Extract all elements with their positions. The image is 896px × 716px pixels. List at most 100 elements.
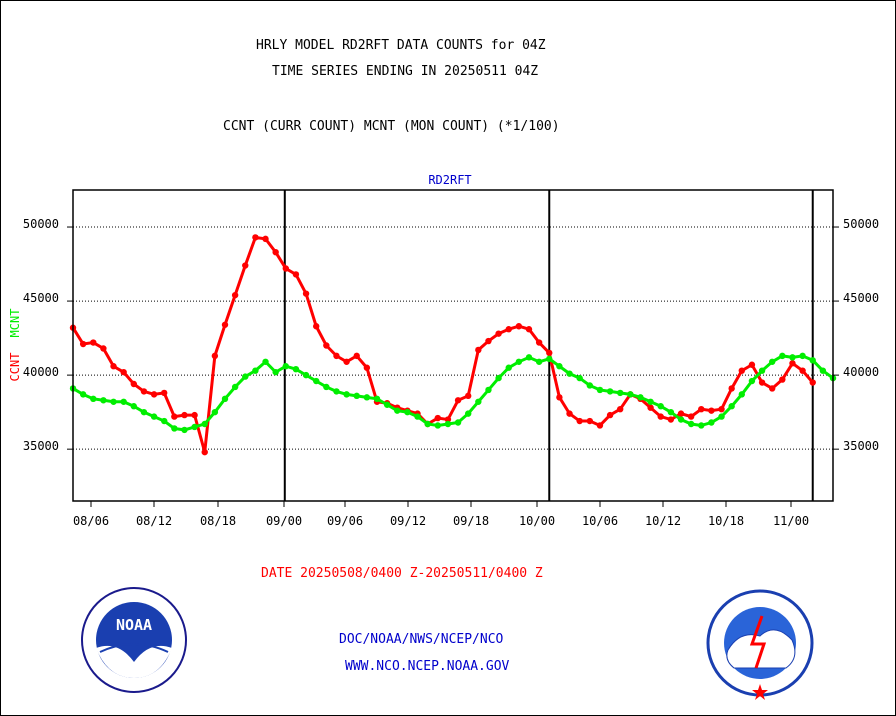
ylabel-ccnt: CCNT [8, 353, 22, 382]
data-point-ccnt [738, 367, 745, 374]
data-point-mcnt [383, 401, 391, 408]
ytick-label-left: 45000 [23, 291, 59, 305]
data-point-ccnt [718, 405, 725, 413]
data-point-mcnt [242, 373, 249, 380]
noaa-logo: NOAA [81, 587, 187, 693]
data-point-mcnt [687, 420, 695, 428]
data-point-mcnt [586, 382, 593, 389]
data-point-ccnt [748, 361, 756, 368]
xtick-label: 10/06 [582, 514, 618, 528]
data-point-ccnt [465, 392, 472, 400]
data-point-mcnt [535, 358, 543, 365]
data-point-ccnt [505, 326, 512, 333]
ylabel-mcnt: MCNT [8, 309, 22, 338]
data-point-mcnt [313, 377, 320, 385]
data-point-mcnt [515, 358, 523, 365]
data-point-mcnt [454, 419, 462, 426]
data-point-mcnt [282, 363, 289, 370]
data-point-mcnt [546, 355, 553, 363]
data-point-ccnt [313, 323, 320, 330]
data-point-mcnt [748, 377, 756, 385]
xtick-label: 09/00 [266, 514, 302, 528]
data-point-mcnt [181, 426, 188, 434]
data-point-mcnt [201, 420, 208, 428]
data-point-mcnt [434, 422, 441, 429]
data-point-mcnt [779, 352, 786, 360]
nws-logo [706, 589, 814, 700]
data-point-mcnt [100, 397, 107, 404]
data-point-ccnt [617, 405, 624, 413]
data-point-mcnt [110, 398, 117, 405]
data-point-ccnt [191, 411, 198, 419]
data-point-ccnt [323, 342, 330, 349]
data-point-mcnt [485, 386, 492, 394]
xtick-label: 11/00 [773, 514, 809, 528]
data-point-ccnt [444, 416, 452, 423]
data-point-mcnt [606, 388, 614, 395]
xtick-label: 08/06 [73, 514, 109, 528]
data-point-mcnt [647, 398, 654, 405]
data-point-mcnt [556, 363, 563, 370]
data-point-ccnt [302, 290, 310, 297]
data-point-ccnt [515, 323, 523, 330]
data-point-mcnt [698, 422, 705, 429]
data-point-ccnt [586, 417, 593, 425]
data-point-ccnt [140, 388, 148, 395]
data-point-ccnt [698, 405, 705, 413]
data-point-ccnt [728, 385, 735, 392]
data-point-ccnt [687, 413, 695, 420]
xtick-label: 08/18 [200, 514, 236, 528]
ytick-label-right: 40000 [843, 365, 879, 379]
data-point-ccnt [100, 345, 107, 352]
data-point-ccnt [201, 448, 208, 456]
xtick-label: 10/12 [645, 514, 681, 528]
xtick-label: 10/18 [708, 514, 744, 528]
data-point-mcnt [343, 391, 350, 398]
series-line-mcnt [72, 354, 834, 432]
data-point-ccnt [343, 358, 350, 365]
series-layer [69, 234, 837, 456]
data-point-ccnt [495, 330, 502, 337]
ytick-label-right: 45000 [843, 291, 879, 305]
plot-frame [72, 189, 834, 502]
data-point-ccnt [576, 417, 583, 425]
data-point-ccnt [292, 271, 300, 278]
data-point-mcnt [292, 365, 300, 373]
ytick-label-right: 35000 [843, 439, 879, 453]
data-point-ccnt [769, 385, 776, 392]
grid-layer [73, 190, 833, 501]
data-point-ccnt [556, 394, 563, 401]
data-point-mcnt [789, 354, 796, 361]
data-point-mcnt [424, 420, 431, 428]
data-point-ccnt [657, 413, 664, 420]
data-point-mcnt [809, 357, 816, 364]
data-point-ccnt [90, 339, 97, 346]
data-point-mcnt [576, 374, 583, 382]
data-point-mcnt [150, 413, 158, 420]
chart-title-line2: TIME SERIES ENDING IN 20250511 04Z [272, 64, 539, 79]
data-point-mcnt [394, 407, 401, 414]
data-point-ccnt [120, 368, 127, 376]
data-point-mcnt [596, 386, 604, 394]
data-point-mcnt [333, 388, 340, 395]
data-point-mcnt [667, 408, 675, 416]
ytick-label-left: 35000 [23, 439, 59, 453]
ytick-label-left: 50000 [23, 217, 59, 231]
data-point-mcnt [191, 423, 198, 431]
data-point-mcnt [272, 368, 279, 376]
data-point-mcnt [363, 394, 371, 401]
data-point-mcnt [414, 413, 421, 420]
ytick-label-right: 50000 [843, 217, 879, 231]
data-point-ccnt [525, 326, 533, 333]
data-point-ccnt [282, 265, 289, 272]
data-point-mcnt [566, 370, 573, 377]
axis-layer: 35000 35000 40000 40000 45000 45000 50000 50000… [23, 189, 879, 528]
data-point-ccnt [242, 262, 249, 269]
data-point-mcnt [505, 364, 512, 371]
chart-title-line1: HRLY MODEL RD2RFT DATA COUNTS for 04Z [256, 38, 546, 53]
data-point-ccnt [535, 339, 543, 346]
data-point-mcnt [161, 417, 168, 425]
data-point-mcnt [758, 367, 766, 374]
data-point-ccnt [353, 352, 360, 360]
